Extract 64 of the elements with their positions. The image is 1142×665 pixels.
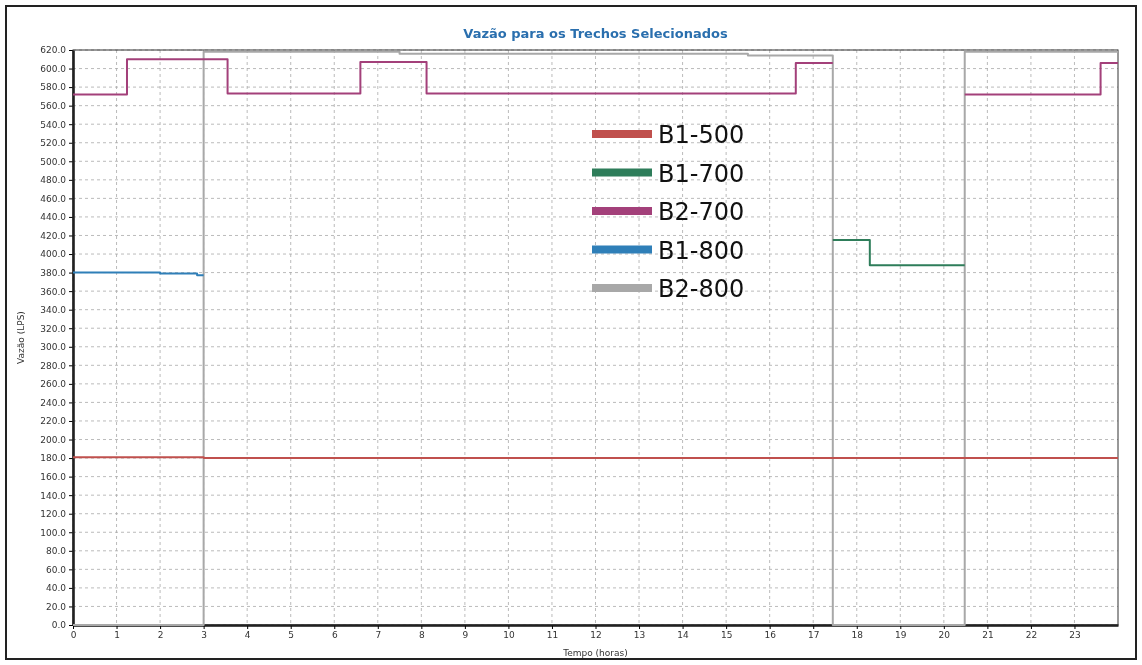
legend-label: B1-800 <box>658 236 745 265</box>
y-tick-label: 40.0 <box>45 583 67 594</box>
x-tick-label: 10 <box>503 630 515 641</box>
y-tick-label: 340.0 <box>40 305 67 316</box>
x-tick-label: 21 <box>982 630 994 641</box>
legend-label: B1-500 <box>658 121 745 149</box>
y-tick-label: 100.0 <box>40 527 67 538</box>
y-tick-label: 380.0 <box>40 267 67 278</box>
y-tick-label: 240.0 <box>40 397 67 408</box>
y-tick-label: 80.0 <box>45 546 67 557</box>
y-tick-label: 620.0 <box>40 45 67 56</box>
y-tick-label: 520.0 <box>40 138 67 149</box>
legend-label: B1-700 <box>658 159 745 188</box>
x-tick-label: 23 <box>1069 630 1081 641</box>
x-tick-label: 22 <box>1025 630 1038 641</box>
chart-title: Vazão para os Trechos Selecionados <box>463 26 728 41</box>
x-tick-label: 15 <box>720 630 733 641</box>
x-tick-label: 1 <box>114 630 120 641</box>
y-tick-label: 320.0 <box>40 323 67 334</box>
y-tick-label: 480.0 <box>40 175 67 186</box>
y-tick-label: 220.0 <box>40 416 67 427</box>
x-tick-label: 3 <box>201 630 207 641</box>
y-tick-label: 400.0 <box>40 249 67 260</box>
x-tick-label: 4 <box>244 630 251 641</box>
y-tick-label: 140.0 <box>40 490 67 501</box>
legend-label: B2-700 <box>658 198 745 226</box>
x-tick-label: 0 <box>70 630 77 641</box>
y-tick-label: 20.0 <box>45 601 67 612</box>
y-tick-label: 500.0 <box>40 156 67 167</box>
x-tick-label: 5 <box>288 630 295 641</box>
y-tick-label: 180.0 <box>40 453 67 464</box>
x-tick-label: 16 <box>764 630 777 641</box>
x-tick-label: 19 <box>895 630 907 641</box>
y-tick-label: 160.0 <box>40 471 67 482</box>
x-tick-label: 18 <box>851 630 864 641</box>
y-tick-label: 360.0 <box>40 286 67 297</box>
y-axis-title: Vazão (LPS) <box>16 311 26 364</box>
x-tick-label: 9 <box>462 630 469 641</box>
x-tick-label: 17 <box>807 630 820 641</box>
x-tick-label: 12 <box>590 630 602 641</box>
x-tick-label: 2 <box>157 630 164 641</box>
y-tick-label: 560.0 <box>40 101 67 112</box>
y-tick-label: 0.0 <box>51 620 67 631</box>
x-tick-label: 6 <box>331 630 338 641</box>
y-tick-label: 440.0 <box>40 212 67 223</box>
y-tick-label: 280.0 <box>40 360 67 371</box>
x-axis-title: Tempo (horas) <box>562 648 628 658</box>
y-tick-label: 60.0 <box>45 564 67 575</box>
y-tick-label: 460.0 <box>40 193 67 204</box>
y-tick-label: 580.0 <box>40 82 67 93</box>
y-tick-label: 120.0 <box>40 509 67 520</box>
x-tick-label: 7 <box>375 630 382 641</box>
y-tick-label: 600.0 <box>40 63 67 74</box>
y-tick-label: 300.0 <box>40 342 67 353</box>
x-tick-label: 14 <box>677 630 690 641</box>
legend-label: B2-800 <box>658 275 745 303</box>
y-tick-label: 200.0 <box>40 434 67 445</box>
x-tick-label: 11 <box>546 630 559 641</box>
y-tick-label: 540.0 <box>40 119 67 130</box>
x-tick-label: 20 <box>938 630 951 641</box>
x-tick-label: 8 <box>418 630 425 641</box>
y-tick-label: 420.0 <box>40 230 67 241</box>
x-tick-label: 13 <box>633 630 646 641</box>
y-tick-label: 260.0 <box>40 379 67 390</box>
